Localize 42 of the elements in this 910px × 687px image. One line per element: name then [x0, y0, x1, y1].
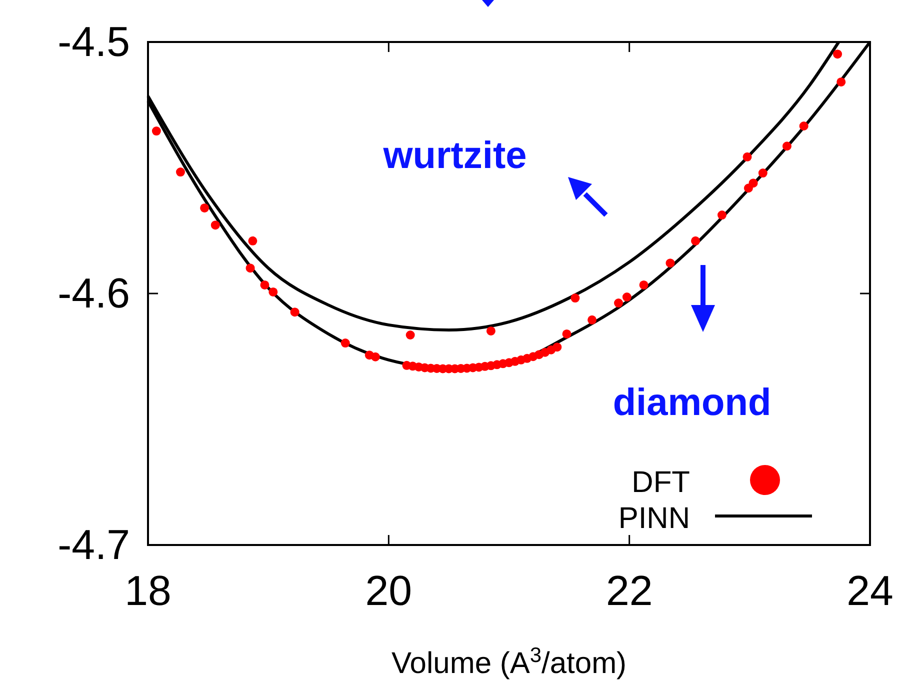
point — [836, 77, 846, 86]
point — [210, 220, 220, 230]
point — [200, 203, 210, 212]
y-tick-label: -4.6 — [58, 270, 130, 316]
point — [570, 294, 580, 303]
point — [246, 264, 255, 273]
point — [717, 210, 726, 220]
point — [758, 168, 768, 178]
point — [691, 236, 700, 246]
point — [370, 352, 380, 362]
point — [639, 280, 648, 290]
point — [552, 342, 562, 352]
point — [176, 168, 185, 177]
y-tick-label: -4.5 — [58, 18, 130, 65]
point — [290, 308, 300, 317]
point — [588, 315, 597, 324]
x-tick-label: 20 — [365, 567, 412, 614]
point — [833, 50, 842, 59]
point — [248, 236, 258, 246]
point — [486, 326, 496, 336]
x-tick-label: 24 — [846, 567, 894, 614]
point — [622, 292, 632, 302]
x-axis-title: Volume (A$^{3}$/atom) — [391, 644, 627, 680]
point — [406, 330, 415, 340]
point — [742, 152, 752, 162]
x-tick-label: 22 — [606, 567, 653, 614]
point — [340, 338, 350, 348]
point — [268, 287, 278, 296]
point — [614, 298, 624, 308]
point — [562, 329, 572, 338]
x-tick-label: 18 — [124, 567, 172, 614]
y-tick-label: -4.7 — [58, 521, 130, 568]
point — [748, 178, 758, 188]
point — [799, 122, 808, 130]
annotation: diamond — [612, 382, 772, 424]
annotation: wurtzite — [382, 135, 527, 177]
legend-label: PINN — [618, 502, 690, 535]
point — [260, 280, 270, 290]
legend-label: DFT — [632, 466, 690, 499]
point — [152, 126, 161, 136]
point — [666, 258, 675, 268]
point — [782, 142, 792, 151]
